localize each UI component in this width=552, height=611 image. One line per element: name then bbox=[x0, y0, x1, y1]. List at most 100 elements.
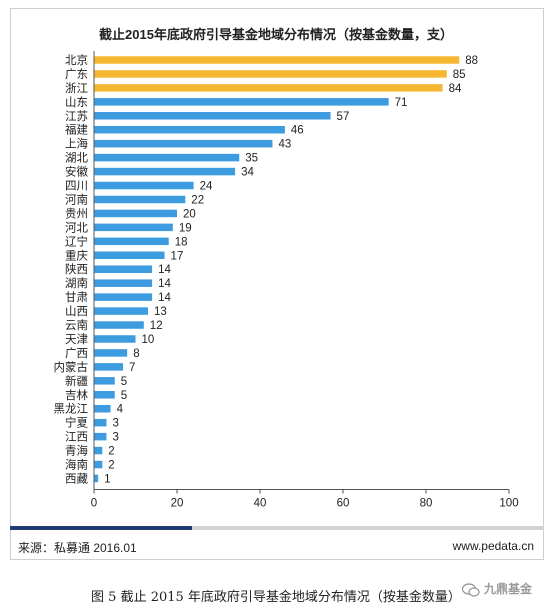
chart-title: 截止2015年底政府引导基金地域分布情况（按基金数量，支） bbox=[99, 27, 453, 42]
bar bbox=[94, 70, 447, 78]
bar bbox=[94, 209, 177, 218]
value-label: 71 bbox=[395, 97, 408, 109]
x-tick-label: 40 bbox=[254, 497, 267, 509]
value-label: 14 bbox=[158, 264, 171, 276]
figure-caption: 图 5 截止 2015 年底政府引导基金地域分布情况（按基金数量） bbox=[91, 590, 461, 605]
value-label: 18 bbox=[175, 236, 188, 248]
category-label: 重庆 bbox=[65, 248, 88, 262]
bar bbox=[94, 181, 194, 190]
footer-divider-accent bbox=[10, 526, 192, 530]
bar bbox=[94, 56, 460, 64]
bar bbox=[94, 195, 186, 204]
bar bbox=[94, 237, 169, 246]
value-label: 1 bbox=[104, 473, 110, 485]
bar bbox=[94, 377, 115, 385]
bar bbox=[94, 474, 99, 483]
bar bbox=[94, 139, 273, 148]
bar bbox=[94, 404, 111, 413]
value-label: 85 bbox=[453, 69, 466, 81]
source-note: 来源：私募通 2016.01 bbox=[18, 541, 137, 555]
bar bbox=[94, 279, 153, 287]
category-label: 新疆 bbox=[65, 374, 88, 388]
value-label: 14 bbox=[158, 292, 171, 304]
value-label: 22 bbox=[191, 194, 204, 206]
bar bbox=[94, 349, 128, 357]
category-label: 上海 bbox=[65, 137, 88, 151]
value-label: 24 bbox=[200, 181, 213, 193]
x-tick-label: 0 bbox=[91, 497, 97, 509]
value-label: 34 bbox=[241, 167, 254, 179]
bar bbox=[94, 363, 124, 371]
category-label: 北京 bbox=[65, 53, 88, 67]
category-label: 海南 bbox=[65, 458, 88, 472]
category-label: 湖南 bbox=[65, 276, 88, 290]
bar bbox=[94, 446, 103, 455]
category-label: 宁夏 bbox=[65, 416, 88, 430]
bar bbox=[94, 418, 107, 427]
value-label: 3 bbox=[112, 418, 118, 430]
x-tick-label: 100 bbox=[499, 497, 518, 509]
category-label: 云南 bbox=[65, 318, 88, 332]
value-label: 35 bbox=[245, 153, 258, 165]
watermark-text: 九鼎基金 bbox=[484, 582, 533, 596]
category-label: 青海 bbox=[65, 444, 88, 458]
x-tick-label: 20 bbox=[171, 497, 184, 509]
category-label: 浙江 bbox=[65, 81, 88, 95]
value-label: 43 bbox=[278, 139, 291, 151]
bar bbox=[94, 335, 136, 343]
category-label: 陕西 bbox=[65, 262, 88, 276]
bar bbox=[94, 153, 240, 162]
value-label: 20 bbox=[183, 208, 196, 220]
value-label: 12 bbox=[150, 320, 163, 332]
category-label: 河南 bbox=[65, 192, 88, 206]
category-label: 吉林 bbox=[65, 388, 88, 402]
value-label: 13 bbox=[154, 306, 167, 318]
category-label: 安徽 bbox=[65, 165, 88, 179]
value-label: 84 bbox=[449, 83, 462, 95]
category-label: 黑龙江 bbox=[54, 402, 89, 416]
bar bbox=[94, 307, 148, 315]
category-label: 贵州 bbox=[65, 206, 88, 220]
value-label: 7 bbox=[129, 362, 135, 374]
value-label: 10 bbox=[142, 334, 155, 346]
bar bbox=[94, 432, 107, 441]
category-label: 江苏 bbox=[65, 109, 88, 123]
bar bbox=[94, 293, 153, 301]
value-label: 17 bbox=[171, 250, 184, 262]
value-label: 19 bbox=[179, 222, 192, 234]
value-label: 14 bbox=[158, 278, 171, 290]
value-label: 88 bbox=[465, 55, 478, 67]
bar bbox=[94, 167, 236, 176]
value-label: 8 bbox=[133, 348, 139, 360]
wechat-watermark-icon bbox=[462, 583, 480, 597]
value-label: 4 bbox=[117, 404, 124, 416]
category-label: 辽宁 bbox=[65, 234, 88, 248]
category-label: 河北 bbox=[65, 220, 88, 234]
category-label: 山东 bbox=[65, 95, 88, 109]
bar bbox=[94, 98, 389, 106]
category-label: 广东 bbox=[65, 67, 88, 81]
category-label: 内蒙古 bbox=[54, 360, 89, 374]
category-label: 天津 bbox=[65, 332, 88, 346]
category-label: 西藏 bbox=[65, 471, 88, 485]
value-label: 46 bbox=[291, 125, 304, 137]
value-label: 57 bbox=[337, 111, 350, 123]
bar bbox=[94, 251, 165, 260]
category-label: 山西 bbox=[65, 304, 88, 318]
bar bbox=[94, 391, 115, 399]
footer-divider bbox=[10, 526, 544, 530]
bar bbox=[94, 321, 144, 329]
value-label: 2 bbox=[108, 460, 114, 472]
bar bbox=[94, 125, 285, 134]
x-tick-label: 60 bbox=[337, 497, 350, 509]
category-label: 湖北 bbox=[65, 151, 88, 165]
bar bbox=[94, 84, 443, 92]
category-label: 江西 bbox=[65, 430, 88, 444]
category-label: 福建 bbox=[65, 123, 88, 137]
bar bbox=[94, 223, 173, 232]
bar bbox=[94, 265, 153, 273]
value-label: 3 bbox=[112, 432, 118, 444]
bar bbox=[94, 460, 103, 469]
category-label: 甘肃 bbox=[65, 290, 88, 304]
